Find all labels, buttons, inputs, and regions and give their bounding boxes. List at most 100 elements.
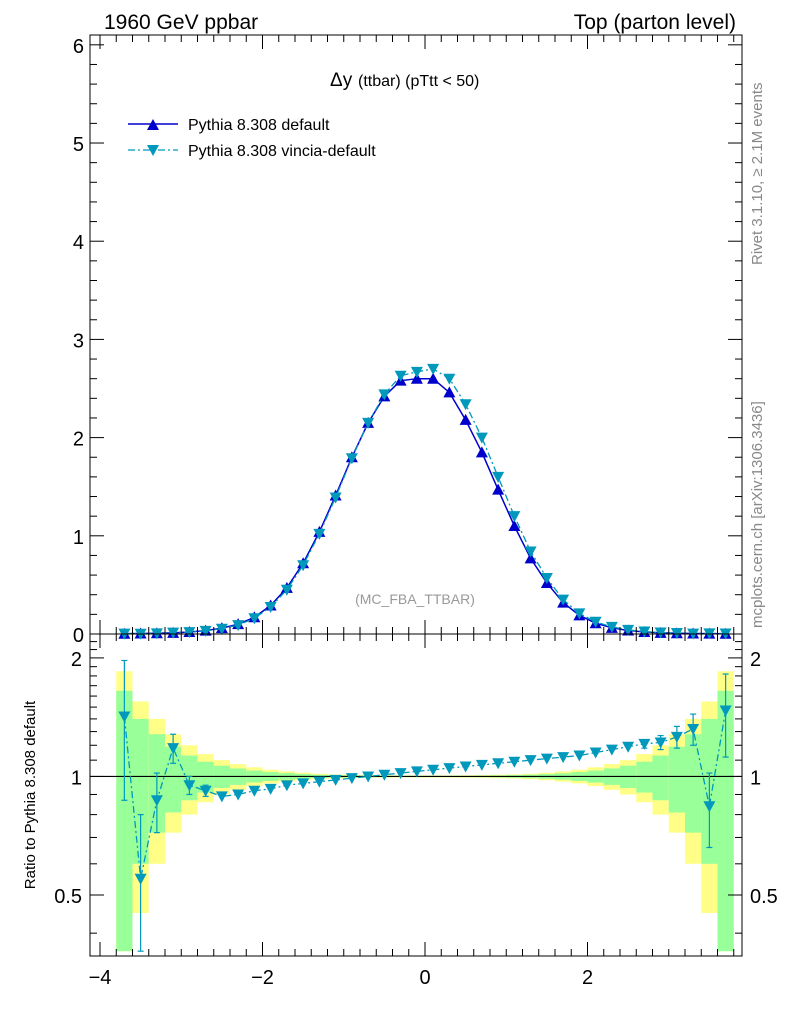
ratio-data-point-vincia (589, 747, 602, 759)
data-point-default (410, 372, 423, 384)
ratio-data-point-vincia (118, 711, 131, 723)
header-left-label: 1960 GeV ppbar (104, 11, 258, 34)
data-point-vincia (589, 616, 602, 628)
ratio-data-point-vincia (508, 756, 521, 768)
legend-label-default: Pythia 8.308 default (188, 117, 330, 134)
ratio-data-point-vincia (167, 743, 180, 755)
ratio-data-point-vincia (134, 873, 147, 885)
data-point-vincia (199, 625, 212, 637)
ratio-data-point-vincia (248, 785, 261, 797)
uncertainty-band-green (668, 746, 685, 813)
uncertainty-band-green (197, 761, 214, 793)
data-point-vincia (540, 573, 553, 585)
data-point-vincia (508, 511, 521, 523)
ratio-data-point-vincia (573, 750, 586, 762)
data-point-vincia (638, 626, 651, 638)
main-y-tick-label: 3 (73, 330, 84, 352)
ratio-data-point-vincia (638, 738, 651, 750)
x-tick-label: 2 (582, 967, 593, 989)
legend: Pythia 8.308 default Pythia 8.308 vincia… (128, 117, 376, 160)
data-point-vincia (345, 453, 358, 465)
ratio-data-point-vincia (410, 766, 423, 778)
ratio-data-point-vincia (687, 723, 700, 735)
ratio-data-point-vincia (557, 752, 570, 764)
main-panel: 0 1 2 3 4 5 6 Δy (ttbar) (pTtt < 50) (MC_FBA_T… (73, 34, 743, 647)
ratio-y-tick-label-right: 2 (750, 649, 761, 671)
uncertainty-band-green (116, 690, 133, 952)
header-right-label: Top (parton level) (574, 11, 736, 34)
legend-marker-default (147, 119, 159, 130)
ratio-panel: 0.5 0.5 1 1 2 2 −4 −2 0 2 Ratio to Pythia 8.308 d… (22, 633, 778, 989)
data-point-default (508, 519, 521, 531)
data-point-vincia (280, 584, 293, 596)
data-point-vincia (459, 399, 472, 411)
ratio-data-point-vincia (427, 764, 440, 776)
x-tick-label: −4 (89, 967, 112, 989)
data-point-vincia (232, 620, 245, 632)
legend-label-vincia: Pythia 8.308 vincia-default (188, 143, 376, 160)
analysis-watermark: (MC_FBA_TTBAR) (355, 591, 475, 607)
ratio-data-point-vincia (622, 741, 635, 753)
data-point-default (524, 552, 537, 564)
uncertainty-band-green (132, 718, 149, 864)
ratio-data-point-vincia (345, 773, 358, 785)
ratio-data-point-vincia (475, 759, 488, 771)
data-point-vincia (362, 417, 375, 429)
data-point-vincia (248, 613, 261, 625)
data-point-vincia (297, 560, 310, 572)
ratio-data-point-vincia (280, 780, 293, 792)
data-point-vincia (443, 373, 456, 385)
ratio-data-point-vincia (703, 801, 716, 813)
main-y-tick-label: 2 (73, 429, 84, 451)
main-y-tick-label: 0 (73, 625, 84, 647)
ratio-y-tick-label: 0.5 (54, 886, 82, 908)
legend-marker-vincia (147, 145, 159, 156)
data-point-default (443, 386, 456, 398)
data-point-vincia (264, 601, 277, 613)
data-point-vincia (394, 370, 407, 382)
ratio-data-point-vincia (492, 758, 505, 770)
ratio-data-point-vincia (654, 737, 667, 749)
data-point-vincia (524, 546, 537, 558)
data-point-vincia (183, 627, 196, 639)
data-point-vincia (622, 624, 635, 636)
x-tick-label: 0 (419, 967, 430, 989)
x-tick-label: −2 (251, 967, 274, 989)
data-point-vincia (492, 471, 505, 483)
ratio-data-point-vincia (297, 778, 310, 790)
ratio-data-point-vincia (378, 769, 391, 781)
ratio-data-point-vincia (459, 761, 472, 773)
ratio-y-tick-label: 2 (71, 649, 82, 671)
ratio-data-point-vincia (670, 731, 683, 743)
ratio-data-point-vincia (443, 763, 456, 775)
ratio-y-tick-label: 1 (71, 767, 82, 789)
ratio-data-point-vincia (329, 774, 342, 786)
ratio-frame (89, 633, 743, 957)
ratio-data-point-vincia (605, 744, 618, 756)
ratio-data-point-vincia (183, 780, 196, 792)
data-point-vincia (427, 363, 440, 375)
ratio-data-point-vincia (264, 783, 277, 795)
ratio-data-point-vincia (524, 755, 537, 767)
ratio-data-point-vincia (150, 795, 163, 807)
main-title-text: (ttbar) (pTtt < 50) (358, 73, 479, 90)
main-y-tick-label: 5 (73, 134, 84, 156)
uncertainty-band-green (636, 761, 653, 793)
uncertainty-band-green (717, 690, 734, 952)
data-point-vincia (475, 432, 488, 444)
data-point-default (427, 372, 440, 384)
data-point-default (459, 413, 472, 425)
data-point-vincia (378, 389, 391, 401)
data-point-vincia (654, 627, 667, 639)
uncertainty-band-green (685, 734, 702, 833)
data-point-vincia (313, 528, 326, 540)
ratio-data-point-vincia (232, 789, 245, 801)
data-point-vincia (573, 608, 586, 620)
main-plot-area (90, 35, 742, 634)
data-point-default (475, 446, 488, 458)
ratio-data-point-vincia (719, 705, 732, 717)
ratio-data-point-vincia (362, 771, 375, 783)
data-point-vincia (410, 366, 423, 378)
main-y-tick-label: 1 (73, 527, 84, 549)
